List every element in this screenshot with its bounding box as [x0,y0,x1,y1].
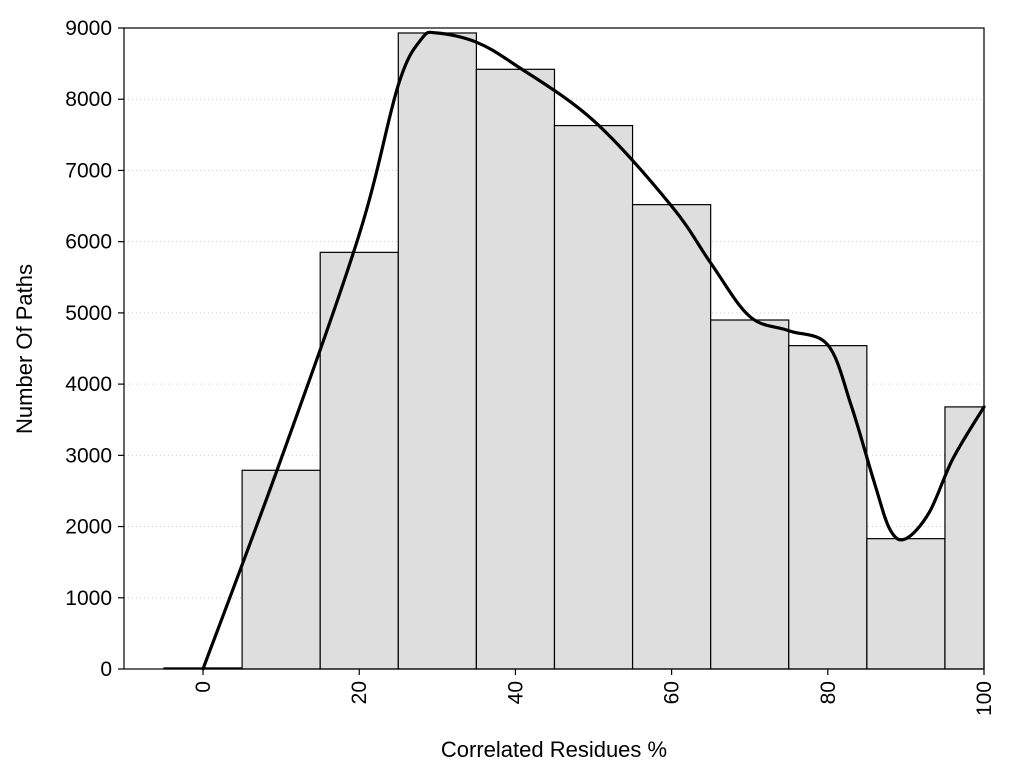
y-axis-title: Number Of Paths [12,264,37,434]
bar-80 [788,345,868,670]
y-tick-label-7000: 7000 [65,159,112,182]
bar-100 [944,406,985,670]
plot-frame [123,27,985,670]
bar-50 [553,124,634,670]
bar-60 [631,204,712,670]
y-tick-label-0: 0 [100,658,112,681]
x-tick-label-100: 100 [973,681,996,716]
bar-10 [241,469,321,670]
y-tick-label-3000: 3000 [65,444,112,467]
density-curve-layer [201,30,986,671]
y-tick-label-4000: 4000 [65,373,112,396]
histogram-bars [163,32,985,670]
bar-90 [866,538,946,670]
density-curve [201,30,986,671]
x-tick-label-20: 20 [348,681,371,704]
bar-30 [397,32,477,670]
x-axis-title: Correlated Residues % [441,737,667,762]
x-tick-label-60: 60 [661,681,684,704]
bar-20 [319,251,399,670]
y-tick-label-6000: 6000 [65,231,112,254]
x-tick-label-80: 80 [817,681,840,704]
bar-70 [710,319,790,670]
y-tick-label-1000: 1000 [65,587,112,610]
y-tick-label-8000: 8000 [65,88,112,111]
x-tick-label-40: 40 [504,681,527,704]
axis-ticks: 0 1000 2000 3000 4000 5000 6000 7000 8000 9000 0 20… [65,17,996,716]
y-tick-label-9000: 9000 [65,17,112,40]
y-tick-label-2000: 2000 [65,516,112,539]
bar-40 [475,68,556,670]
x-tick-label-0: 0 [192,681,215,693]
y-tick-label-5000: 5000 [65,302,112,325]
